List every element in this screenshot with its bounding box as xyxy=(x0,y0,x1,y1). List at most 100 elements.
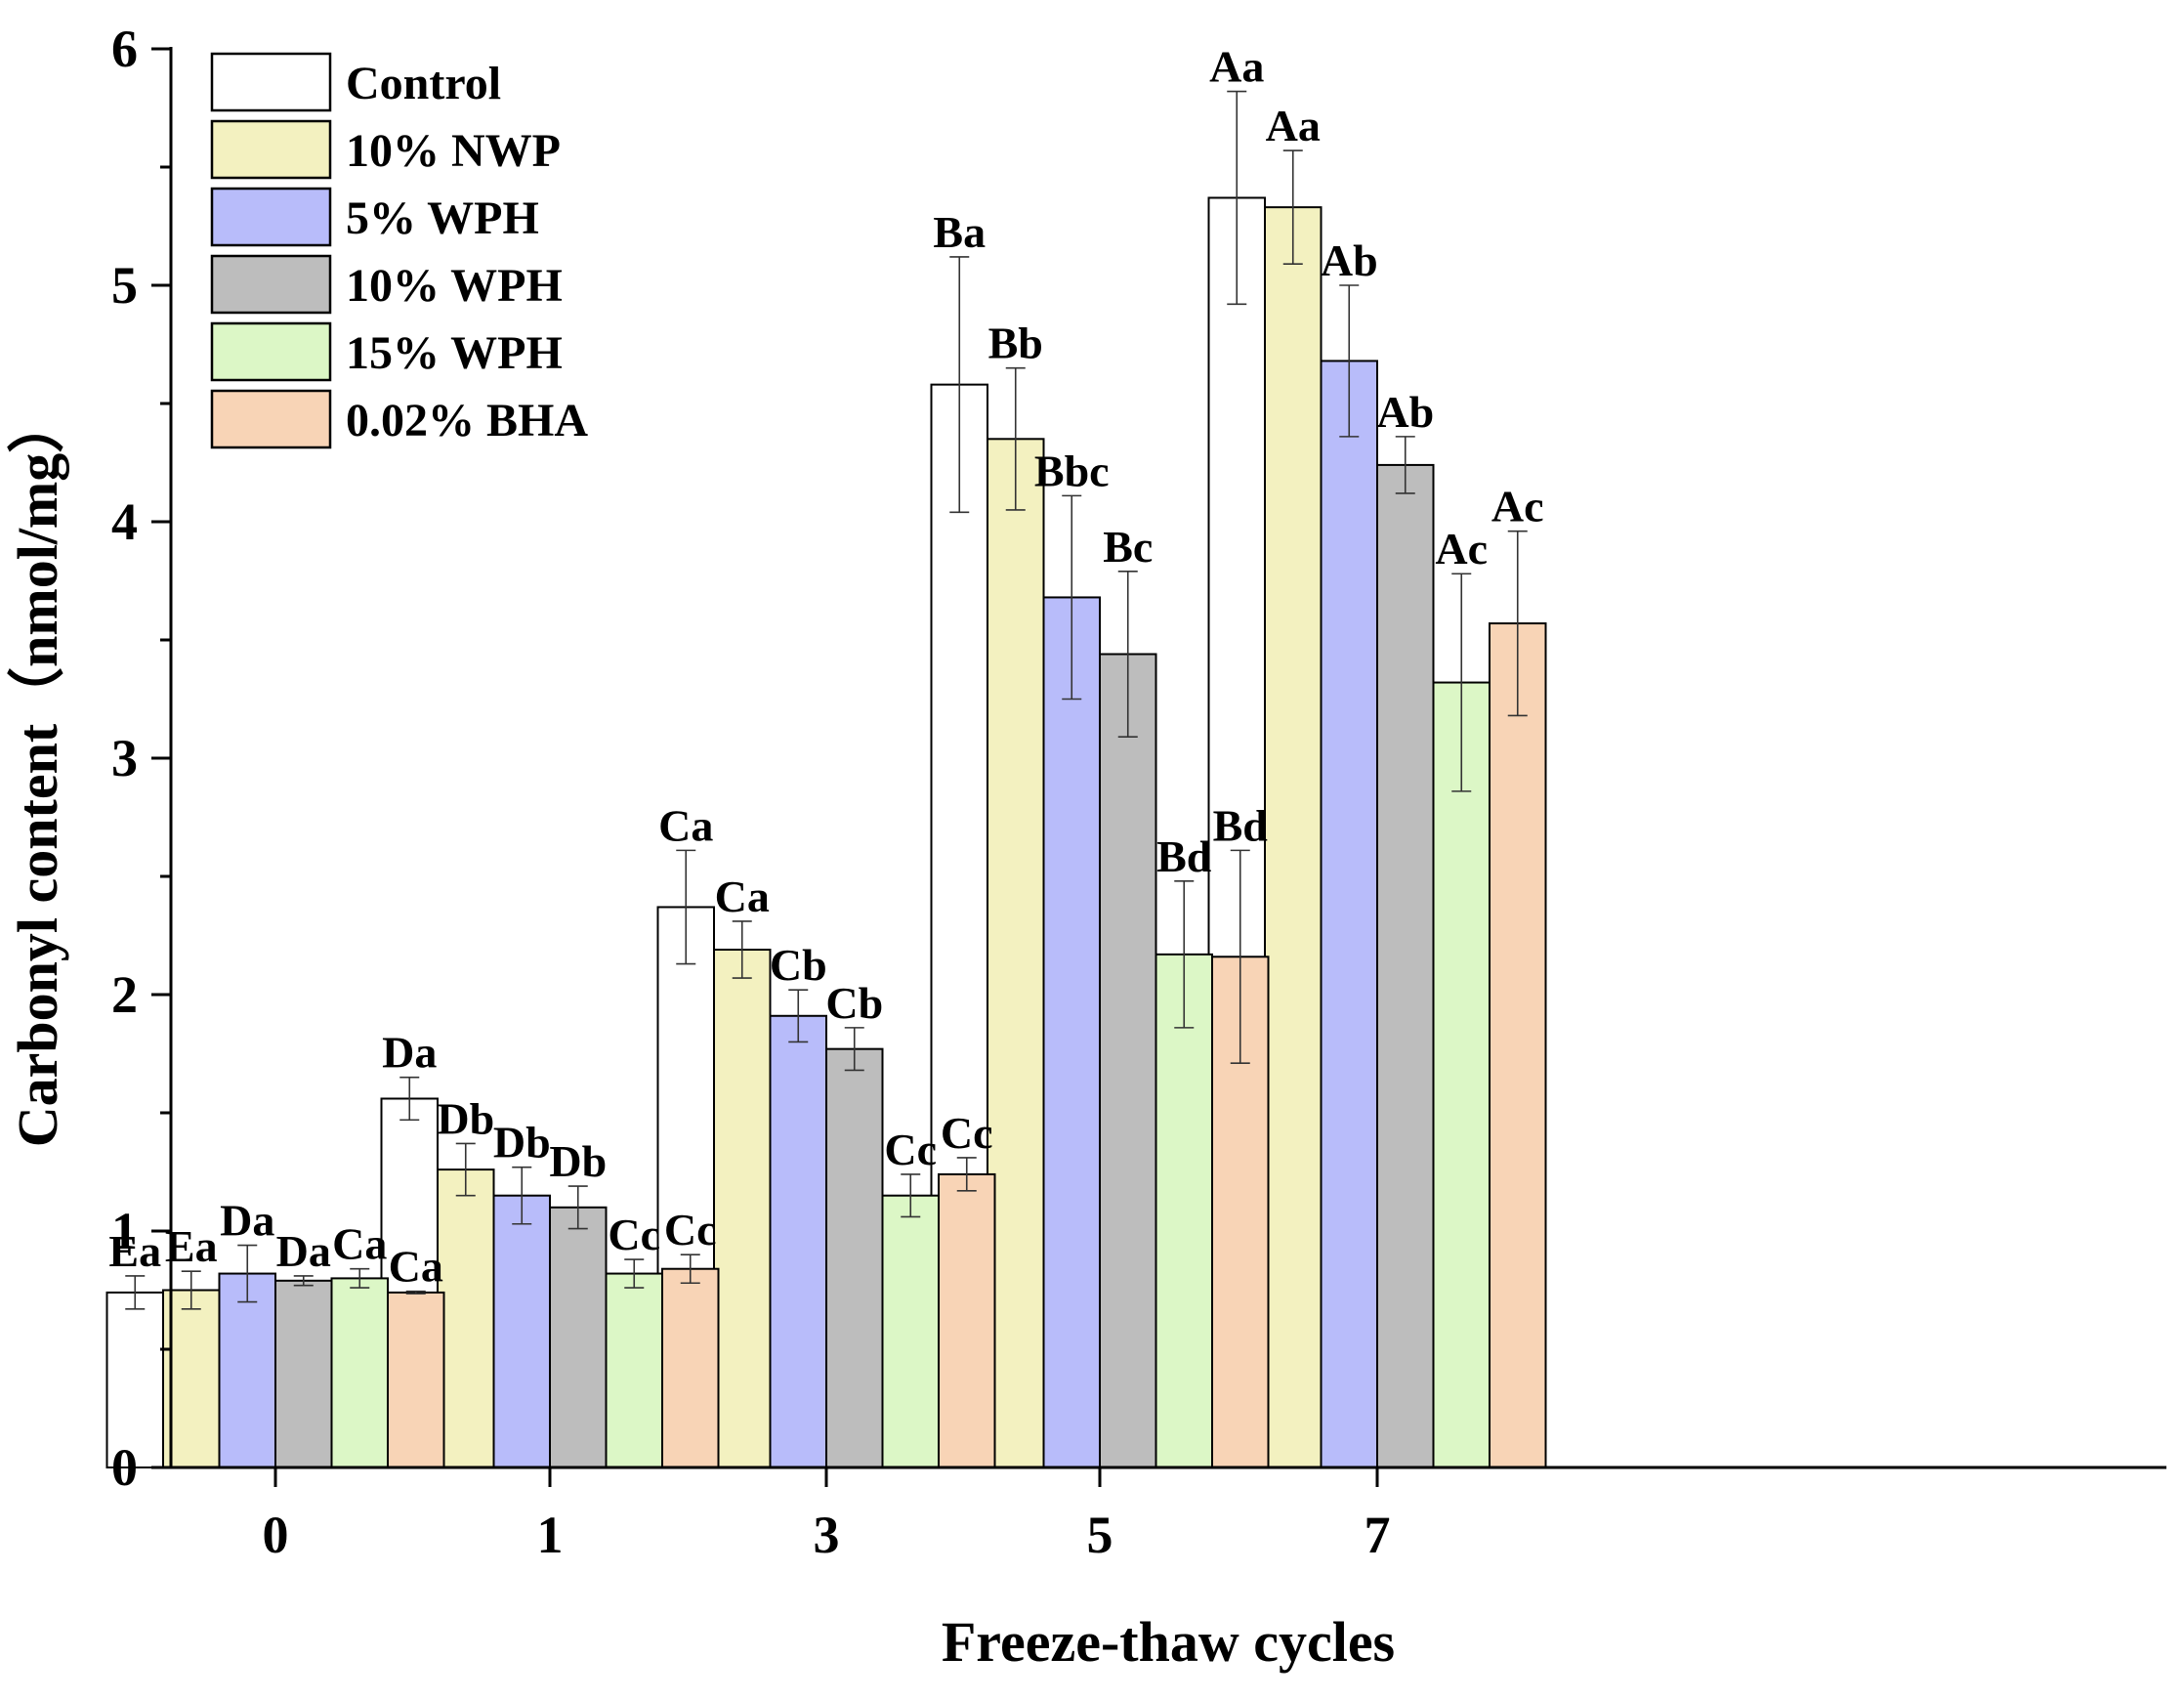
y-tick-label: 0 xyxy=(111,1438,138,1497)
error-bar xyxy=(1507,530,1528,717)
bar-10-nwp-7 xyxy=(1264,206,1323,1468)
significance-label: Ac xyxy=(1491,482,1544,531)
error-bar xyxy=(125,1275,146,1310)
error-bar xyxy=(1227,90,1247,306)
significance-label: Ab xyxy=(1321,235,1378,285)
legend-item: 5% WPH xyxy=(210,187,539,247)
legend-label: 10% NWP xyxy=(346,125,561,177)
significance-label: Bd xyxy=(1213,800,1269,850)
legend-swatch xyxy=(210,119,332,180)
error-bar xyxy=(676,849,696,965)
significance-label: Cb xyxy=(770,940,827,990)
y-tick-label: 3 xyxy=(111,729,138,787)
significance-label: Bc xyxy=(1103,522,1153,572)
error-bar xyxy=(732,920,752,979)
significance-label: Da xyxy=(276,1226,331,1276)
bar-10-nwp-5 xyxy=(987,438,1045,1468)
error-bar xyxy=(405,1290,426,1295)
y-tick-label: 4 xyxy=(111,492,138,551)
legend-item: 15% WPH xyxy=(210,321,563,382)
legend-swatch xyxy=(210,389,332,449)
significance-label: Ea xyxy=(108,1226,161,1276)
error-bar xyxy=(181,1270,201,1310)
bar-0-02-bha-3 xyxy=(938,1172,996,1469)
error-bar xyxy=(1282,149,1303,266)
significance-label: Aa xyxy=(1209,42,1264,92)
error-bar xyxy=(788,989,809,1043)
significance-label: Da xyxy=(382,1028,437,1078)
significance-label: Ca xyxy=(389,1242,443,1292)
error-bar xyxy=(293,1275,314,1287)
legend-item: Control xyxy=(210,52,501,112)
error-bar xyxy=(455,1142,476,1197)
x-axis-title: Freeze-thaw cycles xyxy=(942,1610,1395,1674)
error-bar xyxy=(1005,366,1026,511)
error-bar xyxy=(680,1254,700,1285)
legend-label: 5% WPH xyxy=(346,192,539,244)
bar-10-wph-7 xyxy=(1376,463,1435,1468)
bar-10-nwp-3 xyxy=(713,949,772,1468)
y-tick-label: 2 xyxy=(111,965,138,1024)
error-bar xyxy=(1117,571,1138,739)
error-bar xyxy=(1174,880,1195,1029)
significance-label: Aa xyxy=(1266,101,1321,150)
significance-labels-layer: EaDaCaBaAaEaDbCaBbAaDaDbCbBbcAbDaDbCbBcA… xyxy=(108,42,1543,1292)
x-tick-label: 5 xyxy=(1087,1506,1113,1564)
bar-control-0 xyxy=(105,1291,164,1469)
legend-swatch xyxy=(210,254,332,315)
error-bar xyxy=(1339,284,1360,438)
bar-15-wph-7 xyxy=(1432,681,1491,1468)
legend: Control 10% NWP 5% WPH 10% WPH 15% WPH 0.02% … xyxy=(210,52,588,449)
significance-label: Ac xyxy=(1435,524,1488,574)
legend-label: 0.02% BHA xyxy=(346,395,588,446)
legend-item: 0.02% BHA xyxy=(210,389,588,449)
x-tick-label: 0 xyxy=(263,1506,289,1564)
error-bar xyxy=(1451,573,1472,792)
significance-label: Ca xyxy=(715,871,770,921)
error-bar xyxy=(399,1076,420,1122)
bar-10-wph-5 xyxy=(1099,653,1157,1468)
y-tick-label: 5 xyxy=(111,256,138,315)
x-tick-label: 3 xyxy=(814,1506,840,1564)
bar-5-wph-7 xyxy=(1320,360,1378,1469)
legend-swatch xyxy=(210,321,332,382)
error-bar xyxy=(237,1244,258,1303)
bar-15-wph-3 xyxy=(881,1194,940,1468)
bar-10-wph-0 xyxy=(274,1279,333,1468)
significance-label: Bb xyxy=(988,319,1043,368)
significance-label: Db xyxy=(437,1093,494,1143)
y-tick-label: 1 xyxy=(111,1202,138,1260)
error-bar xyxy=(956,1157,977,1192)
error-bar xyxy=(901,1173,921,1218)
bar-15-wph-5 xyxy=(1155,953,1213,1468)
legend-label: Control xyxy=(346,58,501,109)
bar-15-wph-0 xyxy=(330,1277,389,1469)
significance-label: Cc xyxy=(941,1108,993,1158)
significance-label: Cc xyxy=(664,1205,717,1254)
error-bar xyxy=(624,1258,645,1289)
significance-label: Bbc xyxy=(1034,446,1110,495)
bar-0-02-bha-1 xyxy=(661,1267,720,1468)
bar-10-nwp-1 xyxy=(437,1169,495,1468)
significance-label: Cc xyxy=(884,1125,937,1174)
significance-label: Db xyxy=(549,1136,607,1186)
bar-10-wph-1 xyxy=(549,1206,608,1469)
legend-item: 10% WPH xyxy=(210,254,563,315)
error-bar xyxy=(844,1027,864,1072)
bar-0-02-bha-0 xyxy=(387,1291,445,1469)
y-tick-label: 6 xyxy=(111,20,138,78)
bar-5-wph-3 xyxy=(769,1014,827,1469)
significance-label: Da xyxy=(220,1196,274,1246)
error-bar xyxy=(1062,494,1082,701)
significance-label: Ba xyxy=(933,207,986,257)
error-bar xyxy=(512,1166,532,1225)
bar-5-wph-5 xyxy=(1042,596,1101,1468)
bar-5-wph-1 xyxy=(492,1194,551,1468)
bar-10-nwp-0 xyxy=(162,1289,221,1468)
x-tick-label: 7 xyxy=(1365,1506,1391,1564)
error-bar xyxy=(1230,849,1250,1064)
significance-label: Db xyxy=(493,1118,551,1168)
y-axis-title: Carbonyl content（nmol/mg） xyxy=(6,397,69,1148)
